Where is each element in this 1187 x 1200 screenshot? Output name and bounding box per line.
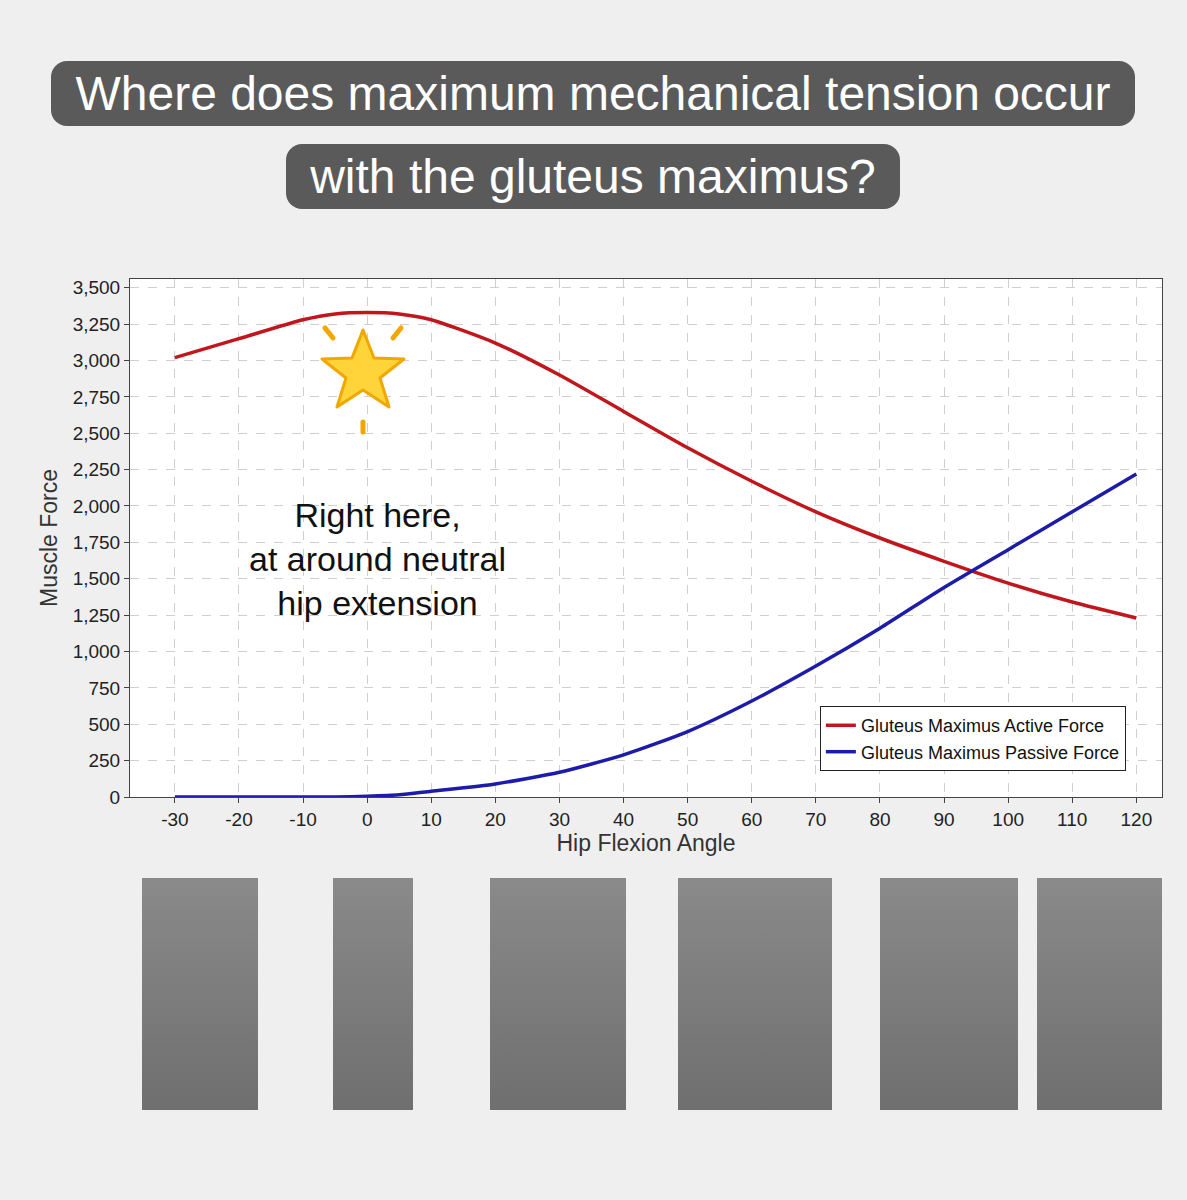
svg-text:50: 50 bbox=[677, 809, 698, 830]
svg-text:70: 70 bbox=[805, 809, 826, 830]
svg-text:Hip Flexion Angle: Hip Flexion Angle bbox=[557, 830, 736, 856]
svg-text:90: 90 bbox=[933, 809, 954, 830]
svg-text:100: 100 bbox=[992, 809, 1024, 830]
svg-text:250: 250 bbox=[88, 750, 120, 771]
svg-text:-10: -10 bbox=[289, 809, 316, 830]
html-text:Where does maximum mechanical: Where does maximum mechanical tension oc… bbox=[75, 67, 1111, 203]
svg-text:3,250: 3,250 bbox=[73, 314, 121, 335]
svg-text:40: 40 bbox=[613, 809, 634, 830]
svg-text:750: 750 bbox=[88, 678, 120, 699]
svg-text:1,250: 1,250 bbox=[73, 605, 121, 626]
svg-text:3,500: 3,500 bbox=[73, 277, 121, 298]
svg-text:1,000: 1,000 bbox=[73, 641, 121, 662]
svg-text:Gluteus Maximus Passive Force: Gluteus Maximus Passive Force bbox=[861, 743, 1119, 763]
svg-text:2,750: 2,750 bbox=[73, 387, 121, 408]
svg-text:-30: -30 bbox=[161, 809, 188, 830]
svg-text:2,500: 2,500 bbox=[73, 423, 121, 444]
svg-text:Right here,at around neutralhi: Right here,at around neutralhip extensio… bbox=[249, 496, 506, 622]
svg-text:1,750: 1,750 bbox=[73, 532, 121, 553]
svg-text:-20: -20 bbox=[225, 809, 252, 830]
svg-text:20: 20 bbox=[485, 809, 506, 830]
svg-text:500: 500 bbox=[88, 714, 120, 735]
svg-text:Muscle Force: Muscle Force bbox=[36, 469, 62, 607]
svg-text:60: 60 bbox=[741, 809, 762, 830]
svg-text:2,000: 2,000 bbox=[73, 496, 121, 517]
svg-text:10: 10 bbox=[421, 809, 442, 830]
svg-text:1,500: 1,500 bbox=[73, 568, 121, 589]
svg-text:30: 30 bbox=[549, 809, 570, 830]
svg-text:110: 110 bbox=[1057, 809, 1087, 830]
svg-text:120: 120 bbox=[1121, 809, 1153, 830]
svg-text:0: 0 bbox=[362, 809, 373, 830]
svg-text:2,250: 2,250 bbox=[73, 459, 121, 480]
svg-text:80: 80 bbox=[869, 809, 890, 830]
svg-text:0: 0 bbox=[110, 787, 121, 808]
svg-text:Gluteus Maximus Active Force: Gluteus Maximus Active Force bbox=[861, 716, 1104, 736]
svg-text:3,000: 3,000 bbox=[73, 350, 121, 371]
